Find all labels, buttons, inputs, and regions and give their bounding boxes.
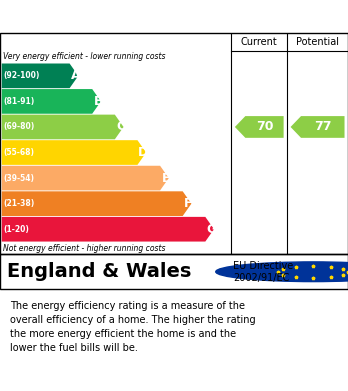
Polygon shape xyxy=(2,140,146,165)
Text: The energy efficiency rating is a measure of the
overall efficiency of a home. T: The energy efficiency rating is a measur… xyxy=(10,301,256,353)
Polygon shape xyxy=(291,116,345,138)
Text: (69-80): (69-80) xyxy=(3,122,35,131)
Text: (92-100): (92-100) xyxy=(3,71,40,80)
Text: 77: 77 xyxy=(314,120,332,133)
Text: (1-20): (1-20) xyxy=(3,225,29,234)
Text: England & Wales: England & Wales xyxy=(7,262,191,281)
Text: A: A xyxy=(71,69,80,83)
Text: F: F xyxy=(184,197,193,210)
Text: Very energy efficient - lower running costs: Very energy efficient - lower running co… xyxy=(3,52,166,61)
Text: Current: Current xyxy=(241,37,278,47)
Polygon shape xyxy=(2,217,214,242)
Polygon shape xyxy=(2,166,169,190)
Text: Not energy efficient - higher running costs: Not energy efficient - higher running co… xyxy=(3,244,166,253)
Text: G: G xyxy=(206,223,216,236)
Text: (81-91): (81-91) xyxy=(3,97,35,106)
Text: (21-38): (21-38) xyxy=(3,199,35,208)
Circle shape xyxy=(216,262,348,282)
Polygon shape xyxy=(2,89,101,114)
Text: C: C xyxy=(116,120,125,133)
Text: Potential: Potential xyxy=(296,37,339,47)
Text: (55-68): (55-68) xyxy=(3,148,34,157)
Text: Energy Efficiency Rating: Energy Efficiency Rating xyxy=(50,7,298,26)
Text: D: D xyxy=(138,146,149,159)
Polygon shape xyxy=(2,191,191,216)
Text: B: B xyxy=(93,95,103,108)
Text: (39-54): (39-54) xyxy=(3,174,34,183)
Text: 70: 70 xyxy=(256,120,273,133)
Polygon shape xyxy=(235,116,284,138)
Polygon shape xyxy=(2,115,124,139)
Polygon shape xyxy=(2,63,78,88)
Text: E: E xyxy=(162,172,170,185)
Text: EU Directive
2002/91/EC: EU Directive 2002/91/EC xyxy=(233,261,293,283)
